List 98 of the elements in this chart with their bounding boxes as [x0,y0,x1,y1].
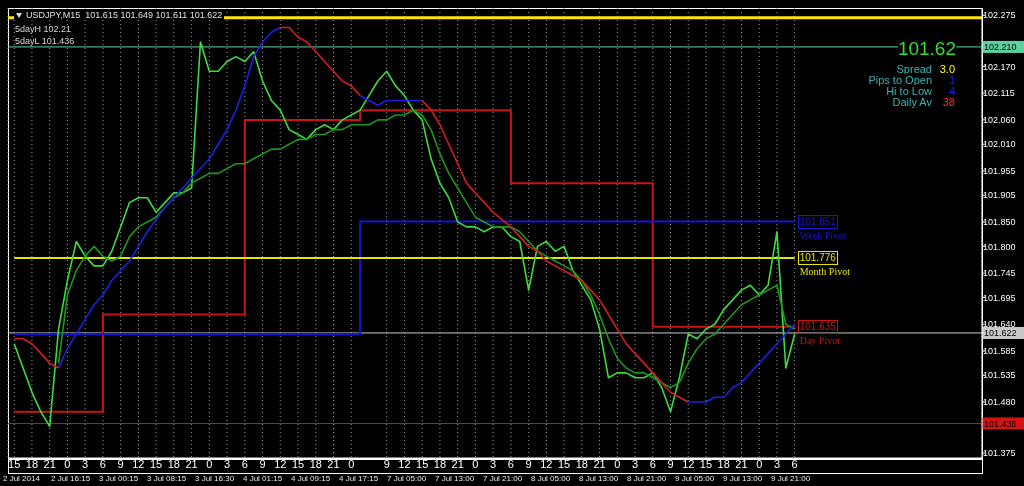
text: 2 Jul 16:15 [51,474,91,484]
x-tick-label: 21 [451,457,464,470]
y-tick-label: 101.695 [983,292,1016,303]
x-tick-label: 21 [327,457,340,470]
text: Pips to Open [868,74,932,87]
ref-line-label: 101.436 [984,418,1017,429]
x-tick-label: 6 [507,457,514,470]
x-tick-label: 0 [614,457,621,470]
x-tick-label: 18 [575,457,588,470]
text: 7 Jul 13:00 [435,474,475,484]
annotation: 101.635 [797,319,838,334]
x-tick-label: 12 [398,457,411,470]
y-tick-label: 101.850 [983,217,1016,228]
text: 8 Jul 13:00 [579,474,619,484]
text: 9 Jul 05:00 [675,474,715,484]
text: 38 [942,96,955,109]
text: 9 Jul 13:00 [723,474,763,484]
x-tick-label: 18 [717,457,730,470]
x-tick-label: 0 [348,457,355,470]
y-tick-label: 102.010 [983,139,1016,150]
y-tick-label: 101.480 [983,397,1016,408]
y-tick-label: 101.800 [983,241,1016,252]
x-tick-label: 9 [667,457,674,470]
x-tick-label: 0 [206,457,213,470]
text: 3 Jul 00:15 [99,474,139,484]
x-tick-label: 15 [699,457,713,470]
x-tick-label: 15 [557,457,571,470]
x-tick-label: 3 [490,457,497,470]
x-tick-label: 9 [383,457,390,470]
y-tick-label: 101.375 [983,448,1016,459]
x-tick-label: 9 [117,457,124,470]
text: 4 Jul 09:15 [291,474,331,484]
x-tick-label: 12 [132,457,145,470]
x-tick-label: 15 [149,457,163,470]
text: Month Pivot [798,266,851,278]
text: 4 Jul 01:15 [243,474,283,484]
text: 9 Jul 21:00 [771,474,811,484]
x-tick-label: 3 [773,457,781,470]
x-tick-label: 21 [185,457,198,470]
text: 1 [948,74,955,87]
x-tick-label: 9 [525,457,532,470]
y-tick-label: 101.535 [983,370,1016,381]
annotation: 5dayH 102.21 [15,23,72,35]
text: Hi to Low [886,85,932,98]
y-tick-label: 101.585 [983,346,1016,357]
text: Week Pivot [798,229,847,241]
text: 4 [948,85,955,98]
x-tick-label: 6 [649,457,656,470]
chart-title: USDJPY,M15 101.615 101.649 101.611 101.622 [14,10,225,20]
x-tick-label: 0 [64,457,71,470]
x-tick-label: 12 [682,457,695,470]
text: Day Pivot [798,334,841,346]
y-tick-label: 102.115 [983,88,1015,99]
text: 3 Jul 16:30 [195,474,235,484]
text: Spread [896,63,932,76]
annotation: 101.776 [797,251,838,266]
x-tick-label: 6 [99,457,106,470]
y-tick-label: 101.905 [983,190,1016,201]
x-tick-label: 3 [224,457,231,470]
x-tick-label: 18 [167,457,180,470]
x-tick-label: 6 [791,457,798,470]
x-tick-label: 18 [25,457,39,470]
y-tick-label: 102.170 [983,61,1016,72]
y-tick-label: 102.275 [983,10,1016,21]
x-tick-label: 9 [259,457,266,470]
text: 7 Jul 21:00 [483,474,523,484]
annotation: 5dayL 101.436 [15,35,75,47]
text: 8 Jul 21:00 [627,474,667,484]
x-tick-label: 0 [472,457,479,470]
x-tick-label: 15 [291,457,305,470]
x-tick-label: 18 [309,457,322,470]
text: 3 Jul 08:15 [147,474,187,484]
x-tick-label: 21 [43,457,56,470]
x-tick-label: 12 [274,457,287,470]
x-tick-label: 18 [433,457,447,470]
y-tick-label: 102.060 [983,115,1016,126]
x-tick-label: 15 [8,457,21,470]
y-tick-label: 101.640 [983,319,1016,330]
x-tick-label: 3 [631,457,639,470]
text: 8 Jul 05:00 [531,474,571,484]
text: 7 Jul 05:00 [387,474,427,484]
x-tick-label: 21 [735,457,748,470]
text: Daily Av [892,96,932,109]
x-tick-label: 15 [416,457,429,470]
x-tick-label: 6 [241,457,248,470]
y-tick-label: 101.745 [983,268,1016,279]
text: 2 Jul 2014 [3,474,40,484]
x-tick-label: 21 [593,457,606,470]
ref-line-label: 102.210 [984,42,1017,53]
annotation: 101.851 [797,214,838,229]
text: 3.0 [939,63,955,76]
y-tick-label: 101.955 [983,166,1016,177]
x-tick-label: 0 [756,457,763,470]
x-tick-label: 3 [82,457,89,470]
ref-line-label: 101.622 [984,328,1017,339]
text: 101.62 [897,37,956,60]
x-tick-label: 12 [540,457,553,470]
text: 4 Jul 17:15 [339,474,379,484]
